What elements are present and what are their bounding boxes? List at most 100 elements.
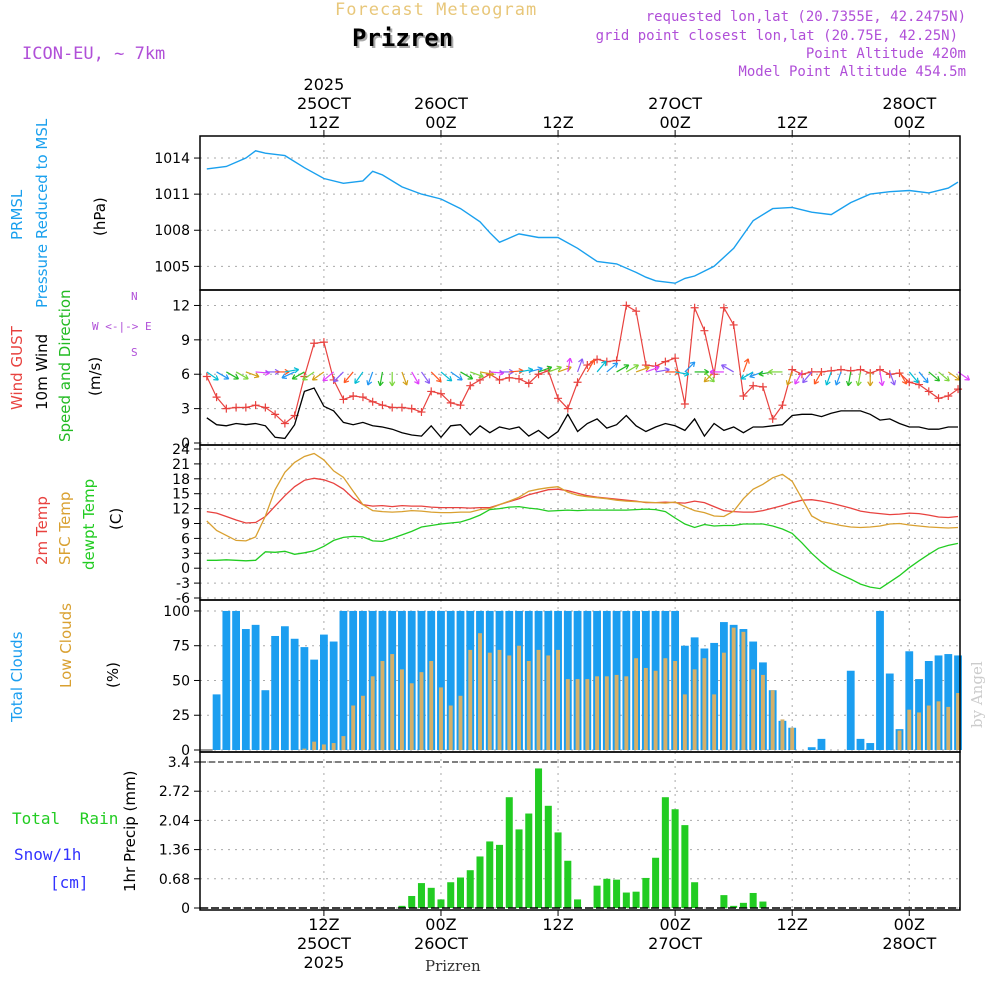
wind-direction-arrowhead <box>867 381 874 387</box>
low-clouds-bar <box>351 705 356 750</box>
bottom-time-label: 00Z <box>659 915 690 934</box>
total-clouds-bar <box>856 738 865 750</box>
temperature-tick-label: 9 <box>181 517 190 533</box>
wind-direction-arrowhead <box>467 374 474 380</box>
wind-direction-arrowhead <box>901 379 908 385</box>
celsius-unit-label: (C) <box>107 507 125 530</box>
prmsl-label: PRMSL <box>8 189 26 240</box>
wind-direction-arrowhead <box>934 376 941 382</box>
gust-marker <box>622 301 631 310</box>
top-time-label: 2025 <box>304 75 345 94</box>
pressure-desc-label: Pressure Reduced to MSL <box>33 118 51 308</box>
wind-direction-arrow <box>786 371 793 386</box>
wind-direction-arrow <box>879 371 884 386</box>
location-title: Prizren <box>352 24 454 52</box>
wind-direction-arrow <box>684 361 696 373</box>
top-time-label: 00Z <box>894 113 925 132</box>
top-time-label: 26OCT <box>414 94 468 113</box>
gust-marker <box>261 403 270 412</box>
wind-direction-arrowhead <box>291 374 298 380</box>
total-clouds-bar <box>349 610 358 750</box>
top-time-label: 12Z <box>542 113 573 132</box>
bottom-time-label: 2025 <box>304 953 345 972</box>
temperature-tick-label: 0 <box>181 561 190 577</box>
rain-bar <box>642 877 650 908</box>
temp-dewpt-label: dewpt Temp <box>80 478 98 570</box>
rain-bar <box>408 895 416 908</box>
gust-marker <box>417 408 426 417</box>
gust-marker <box>222 404 231 413</box>
total-rain-label: Total Rain <box>12 809 119 828</box>
wind-direction-arrowhead <box>243 374 249 380</box>
gust-marker <box>700 326 709 335</box>
percent-unit-label: (%) <box>104 662 122 688</box>
wind-direction-arrow <box>401 371 408 386</box>
pressure-frame <box>199 135 961 291</box>
low-clouds-bar <box>780 719 785 750</box>
low-clouds-bar <box>712 694 717 750</box>
gust-marker <box>924 387 933 396</box>
pressure-tick-label: 1008 <box>154 223 190 239</box>
low-clouds-bar <box>565 679 570 750</box>
low-clouds-bar <box>380 661 385 750</box>
gust-marker <box>271 410 280 419</box>
total-clouds-bar <box>846 670 855 750</box>
total-clouds-bar <box>359 610 367 750</box>
temperature-tick-label: -3 <box>176 576 190 592</box>
gust-marker <box>388 403 397 412</box>
wind-direction-arrowhead <box>749 372 755 379</box>
low-clouds-bar <box>663 658 668 750</box>
gust-marker <box>954 385 963 394</box>
wind-direction-arrow <box>226 371 239 380</box>
gust-marker <box>563 404 572 413</box>
total-clouds-bar <box>280 626 289 750</box>
low-clouds-bar <box>751 669 756 750</box>
wind-direction-arrowhead <box>414 379 420 385</box>
rain-bar <box>496 844 504 908</box>
low-clouds-bar <box>321 744 326 750</box>
gust-marker <box>680 400 689 409</box>
clouds-tick-label: 100 <box>163 604 190 620</box>
wind-direction-arrowhead <box>354 378 360 384</box>
wind-direction-arrow <box>567 358 571 373</box>
low-clouds-bar <box>946 706 951 750</box>
wind-direction-arrow <box>721 364 734 373</box>
total-clouds-bar <box>222 610 231 750</box>
temperature-tick-label: 12 <box>172 502 190 518</box>
gust-marker <box>661 357 670 366</box>
clouds-panel: 0 25 50 75 100 <box>163 600 962 759</box>
rain-bar <box>466 870 474 908</box>
wind-direction-arrow <box>216 371 230 380</box>
wind-direction-arrow <box>835 371 842 386</box>
pressure-panel: 1005 1008 1011 1014 <box>154 136 960 290</box>
rain-bar <box>417 883 425 908</box>
low-clouds-bar <box>409 683 414 750</box>
gust-marker <box>641 361 650 370</box>
gust-marker <box>368 397 377 406</box>
wind-tick-label: 3 <box>181 402 190 418</box>
precip-panel: 0 0.68 1.36 2.04 2.72 3.4 <box>159 752 960 917</box>
rain-bar <box>505 797 513 908</box>
gust-marker <box>251 401 260 410</box>
low-clouds-bar <box>907 709 912 750</box>
low-clouds-bar <box>595 676 600 750</box>
low-clouds-bar <box>370 676 375 750</box>
wind-direction-arrow <box>333 371 344 383</box>
wind-direction-arrowhead <box>768 368 774 376</box>
total-clouds-bar <box>807 747 816 750</box>
gust-marker <box>436 389 445 398</box>
wind-direction-arrow <box>518 368 533 373</box>
gust-marker <box>466 381 475 390</box>
wind-direction-arrow <box>460 371 473 380</box>
low-clouds-bar <box>614 674 619 750</box>
total-clouds-bar <box>212 694 221 750</box>
top-time-label: 00Z <box>425 113 456 132</box>
low-clouds-bar <box>917 712 921 750</box>
low-clouds-bar <box>634 658 639 750</box>
wind-direction-arrow <box>596 360 607 373</box>
rain-bar <box>437 899 445 908</box>
bottom-time-label: 00Z <box>894 915 925 934</box>
rain-bar <box>398 905 406 908</box>
total-clouds-bar <box>456 610 465 750</box>
gust-marker <box>446 398 455 407</box>
